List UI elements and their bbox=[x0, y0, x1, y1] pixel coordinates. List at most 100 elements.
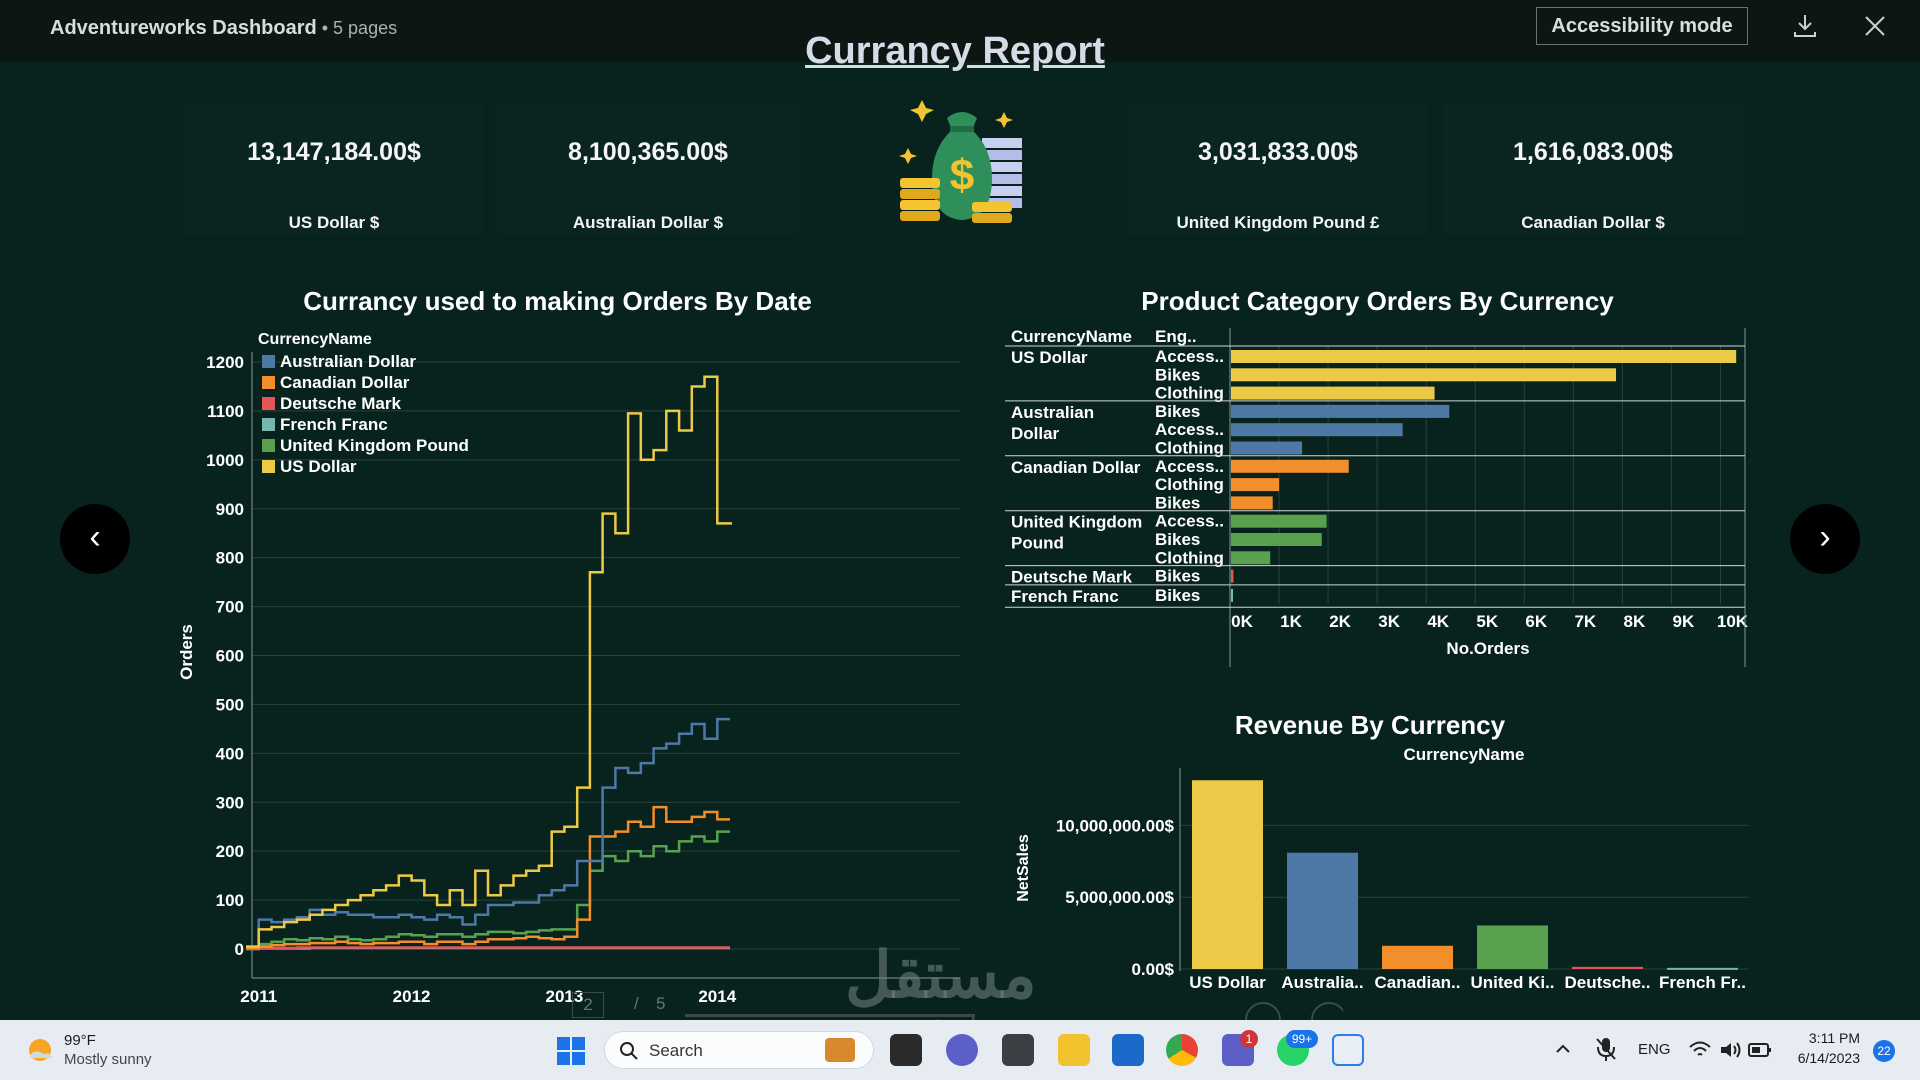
windows-start-icon[interactable] bbox=[556, 1036, 586, 1066]
category-label: Access.. bbox=[1155, 512, 1224, 531]
bar-chart-title: Product Category Orders By Currency bbox=[1141, 286, 1614, 316]
group-label: United Kingdom bbox=[1011, 513, 1142, 532]
zoom-out-icon[interactable] bbox=[1245, 1002, 1281, 1020]
y-tick-label: 10,000,000.00$ bbox=[1056, 816, 1175, 835]
zoom-in-icon[interactable] bbox=[1311, 1002, 1343, 1020]
weather-desc: Mostly sunny bbox=[64, 1051, 152, 1068]
line-chart-title: Currancy used to making Orders By Date bbox=[303, 286, 812, 316]
meet-icon[interactable] bbox=[946, 1034, 978, 1066]
microphone-muted-icon[interactable] bbox=[1594, 1036, 1618, 1062]
x-tick-label: 2014 bbox=[698, 987, 736, 1006]
bar bbox=[1231, 350, 1737, 363]
legend-item: French Franc bbox=[280, 415, 388, 434]
x-tick-label: United Ki.. bbox=[1470, 973, 1554, 992]
bar bbox=[1231, 459, 1349, 473]
bar bbox=[1231, 514, 1327, 528]
y-tick-label: 400 bbox=[216, 744, 244, 763]
series-line-united-kingdom-pound bbox=[246, 830, 730, 950]
notification-badge[interactable]: 22 bbox=[1873, 1040, 1895, 1062]
column-bar bbox=[1287, 852, 1358, 969]
wifi-icon[interactable] bbox=[1688, 1040, 1712, 1060]
y-tick-label: 1000 bbox=[206, 451, 244, 470]
column-bar bbox=[1667, 967, 1738, 970]
y-tick-label: 5,000,000.00$ bbox=[1065, 888, 1174, 907]
category-label: Bikes bbox=[1155, 365, 1200, 384]
column-bar bbox=[1477, 925, 1548, 969]
kpi-card-uk-pound: 3,031,833.00$ United Kingdom Pound £ bbox=[1128, 104, 1428, 236]
chevron-up-icon[interactable] bbox=[1554, 1040, 1572, 1058]
search-placeholder: Search bbox=[649, 1041, 703, 1060]
language-indicator[interactable]: ENG bbox=[1638, 1041, 1671, 1058]
x-tick-label: 4K bbox=[1427, 612, 1449, 631]
volume-icon[interactable] bbox=[1718, 1040, 1742, 1060]
kpi-label: US Dollar $ bbox=[288, 213, 380, 232]
category-label: Bikes bbox=[1155, 530, 1200, 549]
y-tick-label: 700 bbox=[216, 598, 244, 617]
category-label: Access.. bbox=[1155, 347, 1224, 366]
legend-item: US Dollar bbox=[280, 457, 357, 476]
y-tick-label: 0 bbox=[235, 940, 244, 959]
kpi-value: 8,100,365.00$ bbox=[568, 138, 728, 166]
category-label: Clothing bbox=[1155, 548, 1224, 567]
category-label: Clothing bbox=[1155, 439, 1224, 458]
legend-item: Deutsche Mark bbox=[280, 394, 401, 413]
x-axis-title: No.Orders bbox=[1446, 639, 1529, 658]
x-tick-label: 8K bbox=[1624, 612, 1646, 631]
kpi-label: United Kingdom Pound £ bbox=[1176, 213, 1380, 232]
group-label: Dollar bbox=[1011, 424, 1060, 443]
page-title: Currancy Report bbox=[805, 30, 1105, 72]
accessibility-mode-button[interactable]: Accessibility mode bbox=[1536, 7, 1748, 45]
app-cube-icon[interactable] bbox=[1002, 1034, 1034, 1066]
y-axis-title: Orders bbox=[177, 624, 196, 680]
series-line-canadian-dollar bbox=[246, 805, 730, 950]
x-tick-label: 10K bbox=[1717, 612, 1749, 631]
app-title-text: Adventureworks Dashboard bbox=[50, 17, 317, 39]
next-page-button[interactable]: › bbox=[1790, 504, 1860, 574]
y-tick-label: 1100 bbox=[207, 402, 244, 421]
y-tick-label: 100 bbox=[216, 891, 244, 910]
legend-swatch bbox=[262, 355, 275, 368]
category-label: Access.. bbox=[1155, 420, 1224, 439]
close-icon[interactable] bbox=[1861, 12, 1889, 40]
clock-date[interactable]: 6/14/2023 bbox=[1797, 1050, 1860, 1066]
x-tick-label: 2K bbox=[1329, 612, 1351, 631]
legend-swatch bbox=[262, 460, 275, 473]
money-bag-icon: $ bbox=[899, 100, 1022, 223]
x-tick-label: Canadian.. bbox=[1375, 973, 1461, 992]
page-number-input[interactable]: 2 bbox=[572, 992, 604, 1018]
y-tick-label: 300 bbox=[216, 793, 244, 812]
x-tick-label: 1K bbox=[1280, 612, 1302, 631]
column-chart-title: Revenue By Currency bbox=[1234, 710, 1506, 740]
chrome-icon[interactable] bbox=[1166, 1034, 1198, 1066]
search-highlight-icon bbox=[825, 1038, 855, 1062]
x-tick-label: 3K bbox=[1378, 612, 1400, 631]
search-icon bbox=[620, 1042, 638, 1060]
task-view-icon[interactable] bbox=[890, 1034, 922, 1066]
svg-text:$: $ bbox=[950, 151, 974, 200]
microsoft-store-icon[interactable] bbox=[1112, 1034, 1144, 1066]
y-tick-label: 600 bbox=[216, 647, 244, 666]
page-slider[interactable] bbox=[685, 1014, 975, 1017]
legend-title: CurrencyName bbox=[258, 331, 372, 348]
file-explorer-icon[interactable] bbox=[1058, 1034, 1090, 1066]
legend-swatch bbox=[262, 376, 275, 389]
weather-sunny-icon[interactable] bbox=[24, 1034, 56, 1066]
snipping-tool-icon[interactable] bbox=[1332, 1034, 1364, 1066]
previous-page-button[interactable]: ‹ bbox=[60, 504, 130, 574]
taskbar-search-box[interactable]: Search bbox=[604, 1031, 874, 1069]
app-title: Adventureworks Dashboard • 5 pages bbox=[50, 17, 397, 40]
y-tick-label: 0.00$ bbox=[1131, 960, 1174, 979]
kpi-label: Canadian Dollar $ bbox=[1521, 213, 1665, 232]
bar bbox=[1231, 386, 1435, 400]
x-tick-label: US Dollar bbox=[1189, 973, 1266, 992]
teams-badge: 1 bbox=[1240, 1030, 1258, 1048]
y-axis-title: NetSales bbox=[1015, 834, 1032, 902]
y-tick-label: 900 bbox=[216, 500, 244, 519]
download-icon[interactable] bbox=[1791, 12, 1819, 40]
clock-time[interactable]: 3:11 PM bbox=[1808, 1030, 1860, 1046]
watermark-logo: مستقل bbox=[845, 939, 1037, 1011]
battery-icon[interactable] bbox=[1748, 1042, 1772, 1058]
kpi-card-canadian-dollar: 1,616,083.00$ Canadian Dollar $ bbox=[1443, 104, 1743, 236]
y-tick-label: 1200 bbox=[206, 353, 244, 372]
x-tick-label: 2011 bbox=[240, 987, 277, 1006]
